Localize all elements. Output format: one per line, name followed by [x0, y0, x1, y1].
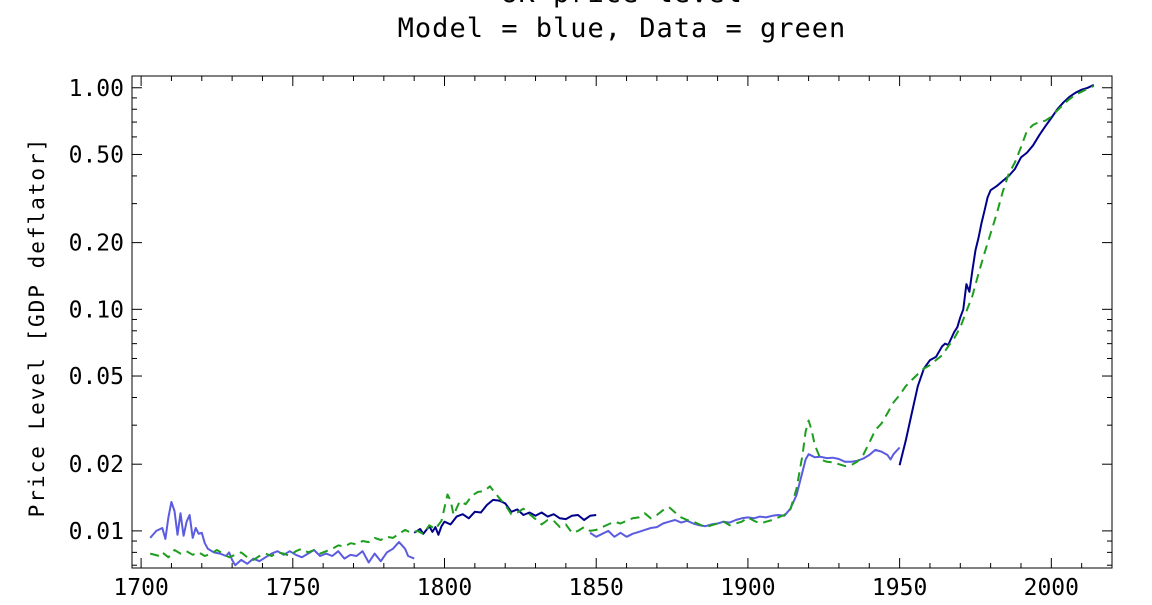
y-axis-label: Price Level [GDP deflator]	[25, 137, 49, 518]
x-tick-label: 1750	[265, 575, 320, 601]
axis-layer: 1700 1750 1800 1850 1900 1950 2000 0.01 0.02 0.05…	[69, 76, 1112, 601]
series-line-model-2	[589, 446, 901, 538]
y-tick-label: 0.02	[69, 452, 124, 478]
series-line-model-1	[413, 498, 597, 536]
y-tick-label: 0.10	[69, 297, 124, 323]
series-line-data-4	[149, 84, 1095, 561]
chart-title: UK price level	[501, 0, 743, 9]
y-tick-label: 1.00	[69, 76, 124, 102]
series-layer	[149, 83, 1095, 567]
x-tick-label: 2000	[1024, 575, 1079, 601]
series-line-model-0	[149, 501, 415, 567]
y-tick-label: 0.20	[69, 231, 124, 257]
y-tick-label: 0.01	[69, 519, 124, 545]
y-tick-label: 0.50	[69, 142, 124, 168]
chart-subtitle: Model = blue, Data = green	[398, 13, 847, 44]
x-tick-label: 1950	[872, 575, 927, 601]
x-tick-label: 1850	[569, 575, 624, 601]
plot-frame	[131, 75, 1113, 569]
x-tick-label: 1900	[720, 575, 775, 601]
x-tick-label: 1800	[417, 575, 472, 601]
series-line-model-3	[898, 83, 1095, 466]
x-tick-label: 1700	[113, 575, 168, 601]
y-tick-label: 0.05	[69, 364, 124, 390]
